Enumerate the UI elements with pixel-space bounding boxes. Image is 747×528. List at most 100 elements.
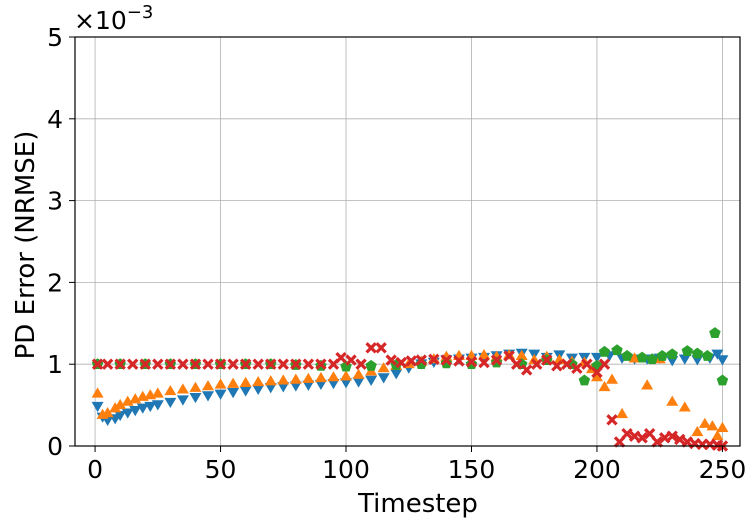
series-1-point [144, 401, 157, 413]
series-2-point [340, 370, 353, 381]
series-2-point [606, 373, 619, 384]
series-4-point [315, 358, 327, 370]
y-tick-label: 3 [47, 187, 63, 216]
series-4-point [345, 354, 357, 366]
series-2-point [590, 371, 603, 382]
series-1-point [252, 384, 265, 395]
series-1-point [302, 380, 315, 391]
series-2-point [314, 371, 327, 383]
series-4-point [302, 358, 315, 370]
series-2-point [711, 429, 724, 441]
series-4-point [571, 362, 583, 374]
series-2-point [302, 372, 315, 383]
series-4-point [164, 358, 177, 370]
x-tick-label: 200 [573, 455, 621, 484]
series-4-point [335, 351, 347, 364]
x-axis-title: Timestep [357, 489, 478, 519]
series-2-point [91, 387, 104, 398]
series-3-point [440, 357, 453, 369]
series-2-point [202, 380, 214, 391]
series-4-point [674, 433, 686, 446]
series-4-point [440, 354, 453, 366]
series-3-point [681, 345, 694, 356]
series-2-point [252, 375, 265, 387]
series-2-point [666, 395, 679, 406]
series-1-point [227, 388, 240, 399]
series-4-point [415, 354, 428, 366]
series-4-point [613, 436, 626, 448]
y-tick-label: 5 [47, 23, 63, 52]
series-4-point [606, 414, 618, 426]
series-4-point [127, 358, 139, 370]
axis-ticks: 0 50 100 150 200 250 0 1 2 3 4 5 [47, 23, 746, 484]
series-4-point [478, 356, 490, 369]
series-1-point [136, 403, 149, 414]
series-4-point [290, 358, 302, 370]
x-tick-label: 0 [87, 455, 103, 484]
series-4-point [114, 358, 126, 370]
series-2-point [716, 421, 729, 432]
series-2-point [227, 377, 240, 388]
series-1-point [340, 378, 353, 389]
series-3-point [716, 374, 729, 386]
y-tick-label: 4 [47, 105, 63, 134]
series-4-point [139, 358, 151, 370]
series-1-point [189, 392, 202, 404]
series-4-point [651, 436, 663, 448]
series-4-point [591, 366, 603, 379]
series-3-point [621, 350, 633, 361]
series-1-point [164, 397, 177, 409]
series-1-point [711, 349, 724, 360]
series-1-point [377, 373, 390, 384]
series-4-point [531, 358, 543, 370]
series-3-point [666, 348, 678, 360]
series-2-point [327, 371, 340, 382]
series-4-point [91, 358, 104, 370]
series-4-point [239, 358, 252, 370]
series-2-point [628, 352, 641, 363]
series-2-point [678, 401, 691, 412]
series-4-point [214, 358, 227, 370]
series-2-point [598, 380, 611, 392]
series-2-point [698, 417, 711, 428]
series-2-point [691, 425, 704, 437]
series-1-point [327, 379, 340, 390]
series-4-point [681, 436, 694, 448]
series-1-point [121, 408, 134, 419]
series-4-point [621, 428, 633, 440]
series-4-point [581, 358, 593, 370]
y-tick-label: 0 [47, 432, 63, 461]
series-4-point [643, 428, 656, 440]
series-2-point [151, 387, 164, 398]
series-4-point [561, 358, 573, 370]
series-2-point [176, 383, 189, 394]
series-4-point [101, 358, 114, 370]
series-2-point [214, 378, 227, 389]
series-1-point [277, 382, 290, 393]
y-axis-title: PD Error (NRMSE) [11, 131, 41, 360]
series-3-point [646, 353, 658, 365]
series-1-point [716, 355, 729, 366]
y-tick-label: 1 [47, 350, 63, 379]
series-4-point [428, 353, 440, 365]
y-axis-scale-factor: ×10−3 [74, 2, 153, 35]
series-4-point [202, 358, 214, 370]
series-4-point [453, 355, 465, 367]
series-3-point [691, 347, 704, 359]
series-1-point [176, 395, 189, 406]
series-4-point [385, 354, 397, 366]
series-2-point [114, 398, 127, 410]
series-4-point [189, 358, 202, 370]
series-2-point [641, 379, 654, 390]
series-3-point [365, 359, 377, 371]
series-4-point [551, 360, 563, 372]
series-4-point [227, 358, 239, 370]
series-1-point [214, 389, 227, 400]
data-points [91, 327, 729, 452]
series-2-point [109, 402, 122, 413]
series-4-point [520, 364, 533, 376]
series-3-point [578, 374, 591, 386]
series-2-point [377, 362, 390, 373]
series-4-point [365, 342, 377, 354]
